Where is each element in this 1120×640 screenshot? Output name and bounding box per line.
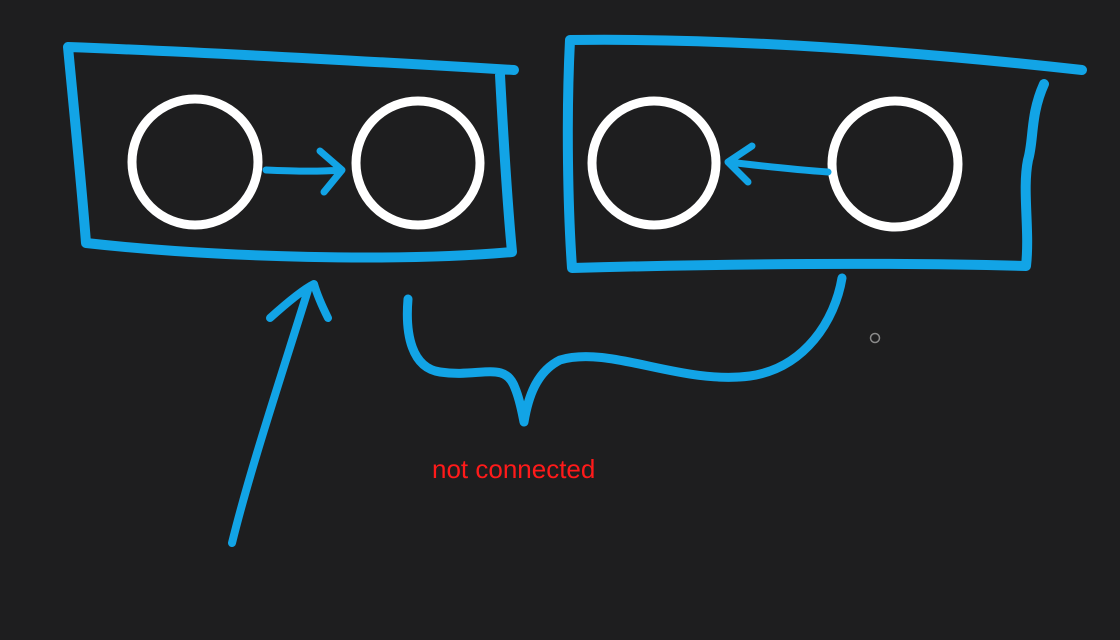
- node-a-circle: [127, 94, 263, 230]
- edge-a-to-b-arrow: [262, 147, 346, 196]
- node-b-circle: [351, 96, 485, 230]
- annotation-label: not connected: [432, 454, 595, 484]
- cursor-indicator: [869, 332, 881, 344]
- node-c-circle: [587, 96, 721, 230]
- left-group-box: [63, 42, 519, 263]
- right-group-box: [562, 34, 1087, 273]
- not-connected-brace: [402, 273, 847, 427]
- pointer-arrow: [228, 280, 332, 547]
- node-d-circle: [827, 96, 963, 232]
- edge-d-to-c-arrow: [724, 142, 832, 186]
